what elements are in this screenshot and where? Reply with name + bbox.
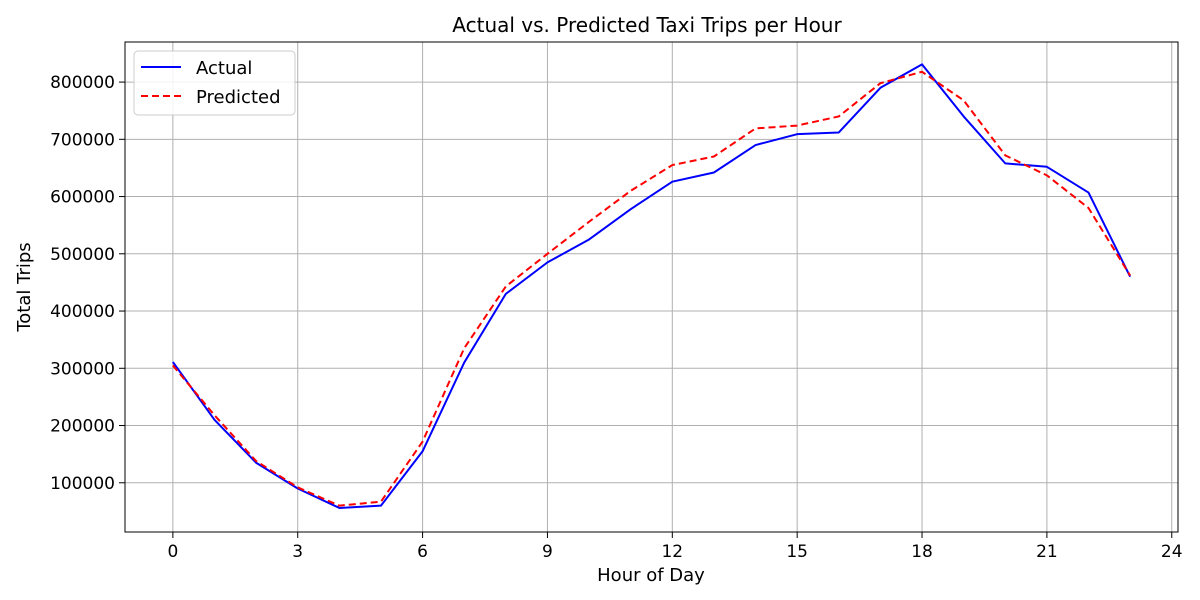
grid-lines xyxy=(125,42,1178,532)
y-tick-label: 700000 xyxy=(50,130,115,150)
y-tick-label: 500000 xyxy=(50,245,115,265)
x-tick-label: 0 xyxy=(167,542,178,562)
x-tick-label: 21 xyxy=(1036,542,1058,562)
legend-label-actual: Actual xyxy=(196,58,252,79)
y-tick-label: 600000 xyxy=(50,188,115,208)
y-tick-label: 400000 xyxy=(50,302,115,322)
y-tick-label: 300000 xyxy=(50,359,115,379)
x-tick-label: 12 xyxy=(661,542,683,562)
y-tick-label: 100000 xyxy=(50,474,115,494)
plot-frame xyxy=(124,41,1179,533)
legend-label-predicted: Predicted xyxy=(196,87,281,108)
series-line-predicted xyxy=(172,70,1131,507)
y-tick-label: 200000 xyxy=(50,417,115,437)
x-tick-label: 9 xyxy=(542,542,553,562)
x-tick-label: 6 xyxy=(417,542,428,562)
series-line-actual xyxy=(172,63,1132,509)
series-lines xyxy=(172,63,1132,509)
x-tick-label: 3 xyxy=(292,542,303,562)
x-axis-label: Hour of Day xyxy=(597,565,705,586)
x-tick-label: 24 xyxy=(1161,542,1183,562)
x-tick-label: 15 xyxy=(786,542,808,562)
axis-ticks: 0 3 6 9 12 15 18 21 24 100000 200000 300000 400000 50… xyxy=(50,73,1182,562)
chart-title: Actual vs. Predicted Taxi Trips per Hour xyxy=(452,13,842,37)
y-axis-label: Total Trips xyxy=(14,242,35,332)
y-tick-label: 800000 xyxy=(50,73,115,93)
legend: Actual Predicted xyxy=(133,50,296,116)
x-tick-label: 18 xyxy=(911,542,933,562)
